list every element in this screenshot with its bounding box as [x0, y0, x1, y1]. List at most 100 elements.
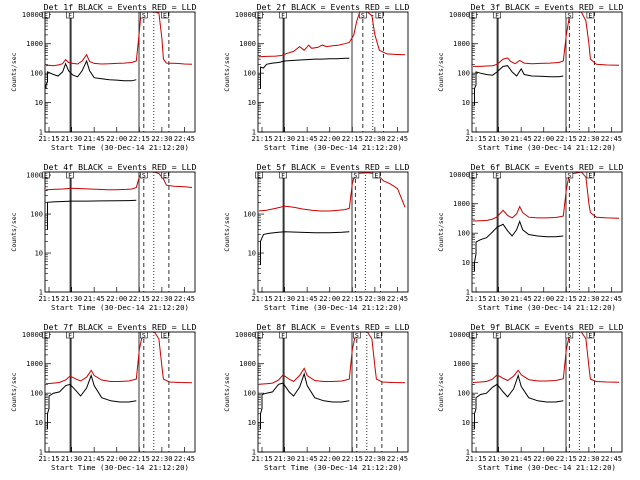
flag-label: E — [163, 172, 167, 180]
x-tick-label: 22:15 — [342, 295, 363, 303]
x-tick-label: 22:00 — [533, 455, 554, 463]
y-axis-label: Counts/sec — [10, 52, 18, 91]
y-axis-label: Counts/sec — [437, 372, 445, 411]
y-tick-label: 10000 — [235, 11, 256, 19]
chart-panel-6: 1 10 100 1000 10000 21:15 21:30 21:45 22:00 22:15… — [437, 162, 623, 312]
chart-panel-5: 1 10 100 21:15 21:30 21:45 22:00 22:15 22:30 22:4… — [223, 162, 409, 312]
chart-panel-1: 1 10 100 1000 10000 21:15 21:30 21:45 22:00 22:15… — [10, 2, 196, 152]
y-tick-label: 10000 — [449, 171, 470, 179]
x-tick-label: 21:15 — [38, 455, 59, 463]
y-tick-label: 100 — [243, 390, 256, 398]
y-tick-label: 10000 — [22, 11, 43, 19]
x-tick-label: 22:00 — [106, 455, 127, 463]
series-red-line — [45, 171, 193, 191]
x-tick-label: 22:00 — [319, 455, 340, 463]
x-tick-label: 22:00 — [533, 295, 554, 303]
flag-label: E — [588, 12, 592, 20]
x-tick-label: 21:30 — [274, 295, 295, 303]
flag-label: F — [68, 12, 72, 20]
x-tick-label: 22:30 — [364, 135, 385, 143]
x-tick-label: 22:00 — [533, 135, 554, 143]
flag-label: S — [567, 12, 571, 20]
x-tick-label: 21:30 — [61, 455, 82, 463]
x-tick-label: 22:15 — [556, 455, 577, 463]
x-tick-label: 21:30 — [488, 455, 509, 463]
x-tick-label: 22:45 — [174, 135, 195, 143]
x-tick-label: 22:30 — [364, 295, 385, 303]
y-tick-label: 10000 — [22, 331, 43, 339]
x-tick-label: 22:45 — [387, 455, 408, 463]
flag-label: F — [281, 332, 285, 340]
chart-panel-8: 1 10 100 1000 10000 21:15 21:30 21:45 22:00 22:15… — [223, 322, 409, 472]
y-tick-label: 10 — [35, 419, 43, 427]
y-tick-label: 1 — [252, 129, 256, 137]
flag-label: E — [44, 332, 48, 340]
chart-panel-3: 1 10 100 1000 10000 21:15 21:30 21:45 22:00 22:15… — [437, 2, 623, 152]
series-red-line — [258, 11, 406, 58]
x-tick-label: 22:15 — [129, 455, 150, 463]
y-tick-label: 1000 — [453, 40, 470, 48]
plot-frame — [257, 171, 409, 293]
y-tick-label: 1 — [466, 129, 470, 137]
flag-label: E — [257, 12, 261, 20]
chart-panel-7: 1 10 100 1000 10000 21:15 21:30 21:45 22:00 22:15… — [10, 322, 196, 472]
flag-label: E — [374, 172, 378, 180]
y-tick-label: 100 — [30, 70, 43, 78]
x-tick-label: 22:30 — [578, 135, 599, 143]
flag-label: E — [471, 12, 475, 20]
panel-title: Det 8f_BLACK = Events_RED = LLD — [257, 322, 410, 332]
x-axis-label: Start Time (30-Dec-14 21:12:20) — [478, 303, 616, 312]
y-tick-label: 1000 — [26, 40, 43, 48]
x-tick-label: 21:30 — [61, 135, 82, 143]
flag-label: E — [377, 12, 381, 20]
x-tick-label: 22:15 — [129, 295, 150, 303]
y-tick-label: 100 — [457, 390, 470, 398]
flag-label: E — [257, 332, 261, 340]
y-tick-label: 1 — [39, 289, 43, 297]
x-tick-label: 21:15 — [465, 455, 486, 463]
flag-label: S — [142, 12, 146, 20]
x-tick-label: 22:30 — [151, 135, 172, 143]
series-red-line — [258, 331, 406, 385]
x-tick-label: 21:15 — [465, 135, 486, 143]
x-tick-label: 22:45 — [387, 135, 408, 143]
x-tick-label: 22:15 — [556, 135, 577, 143]
series-red-line — [473, 11, 620, 67]
flag-label: F — [495, 12, 499, 20]
x-tick-label: 21:30 — [61, 295, 82, 303]
plot-frame — [44, 11, 196, 133]
x-tick-label: 21:45 — [297, 135, 318, 143]
x-tick-label: 22:30 — [364, 455, 385, 463]
y-tick-label: 10 — [35, 250, 43, 258]
series-black-line — [260, 57, 350, 89]
y-tick-label: 10 — [248, 99, 256, 107]
y-tick-label: 10 — [462, 259, 470, 267]
x-tick-label: 22:15 — [342, 135, 363, 143]
y-tick-label: 10 — [462, 419, 470, 427]
x-tick-label: 21:30 — [488, 295, 509, 303]
y-axis-label: Counts/sec — [223, 372, 231, 411]
y-tick-label: 10 — [462, 99, 470, 107]
x-tick-label: 21:30 — [488, 135, 509, 143]
series-black-line — [47, 373, 137, 430]
y-tick-label: 1 — [39, 449, 43, 457]
series-red-line — [472, 171, 620, 222]
plot-frame — [257, 331, 409, 453]
y-tick-label: 10000 — [449, 331, 470, 339]
y-axis-label: Counts/sec — [223, 52, 231, 91]
y-axis-label: Counts/sec — [223, 212, 231, 251]
x-tick-label: 22:30 — [151, 295, 172, 303]
series-black-line — [260, 372, 350, 430]
flag-label: S — [353, 172, 357, 180]
y-tick-label: 1000 — [239, 360, 256, 368]
flag-label: E — [163, 12, 167, 20]
x-tick-label: 22:00 — [319, 295, 340, 303]
y-axis-label: Counts/sec — [437, 212, 445, 251]
x-tick-label: 21:15 — [38, 135, 59, 143]
x-tick-label: 21:45 — [84, 135, 105, 143]
flag-label: S — [567, 172, 571, 180]
x-tick-label: 22:45 — [601, 135, 622, 143]
y-tick-label: 100 — [243, 70, 256, 78]
y-tick-label: 100 — [457, 230, 470, 238]
